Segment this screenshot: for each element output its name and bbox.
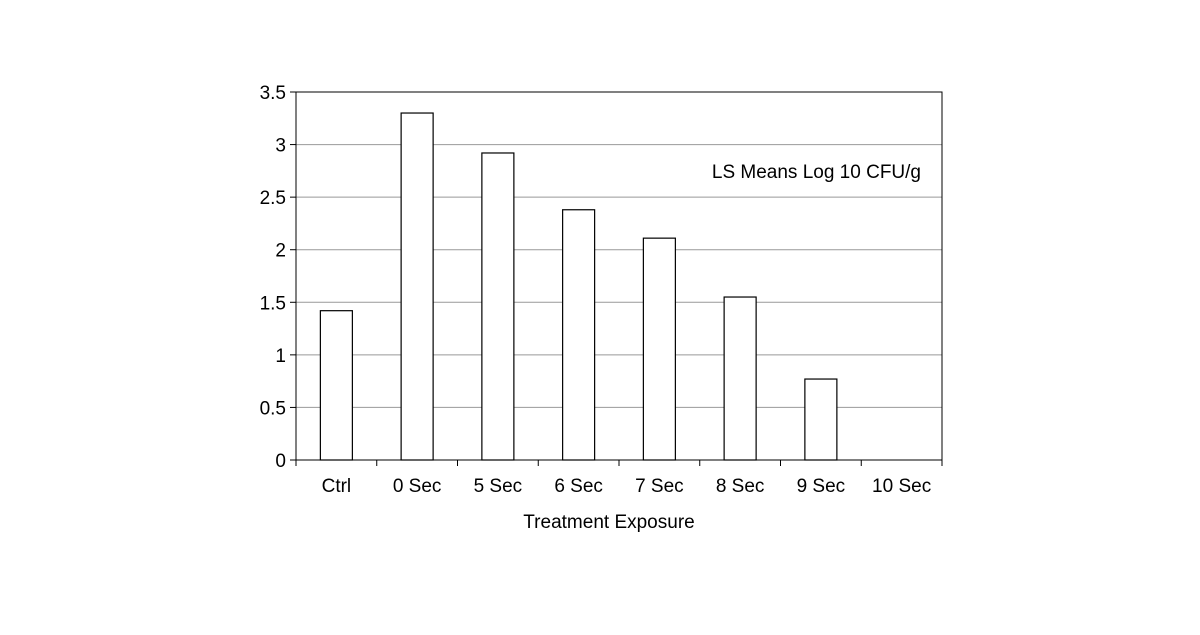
y-tick-label: 3 <box>275 136 286 157</box>
x-tick-label: 9 Sec <box>797 476 846 497</box>
y-tick-label: 3.5 <box>260 83 286 104</box>
y-tick-label: 1 <box>275 346 286 367</box>
y-tick-label: 2.5 <box>260 188 286 209</box>
chart-annotation: LS Means Log 10 CFU/g <box>712 162 921 183</box>
y-tick-label: 2 <box>275 241 286 262</box>
bar-8-sec <box>724 297 756 460</box>
x-tick-label: 5 Sec <box>474 476 523 497</box>
y-tick-label: 0 <box>275 451 286 472</box>
bar-ctrl <box>320 311 352 460</box>
y-tick-label: 1.5 <box>260 293 286 314</box>
bar-7-sec <box>643 238 675 460</box>
x-axis: Ctrl 0 Sec 5 Sec 6 Sec 7 Sec 8 Sec 9 Sec 10 Sec <box>296 460 942 497</box>
plot-frame <box>296 92 942 460</box>
x-tick-label: 10 Sec <box>872 476 931 497</box>
x-tick-label: 7 Sec <box>635 476 684 497</box>
y-tick-label: 0.5 <box>260 398 286 419</box>
bar-6-sec <box>563 210 595 460</box>
bar-5-sec <box>482 153 514 460</box>
x-tick-label: 6 Sec <box>554 476 603 497</box>
bar-0-sec <box>401 113 433 460</box>
bar-9-sec <box>805 379 837 460</box>
x-tick-label: 0 Sec <box>393 476 442 497</box>
x-axis-title: Treatment Exposure <box>523 512 694 533</box>
x-tick-label: 8 Sec <box>716 476 765 497</box>
x-tick-label: Ctrl <box>322 476 352 497</box>
y-axis: 0 0.5 1 1.5 2 2.5 3 3.5 <box>260 83 296 472</box>
gridlines <box>296 145 942 408</box>
